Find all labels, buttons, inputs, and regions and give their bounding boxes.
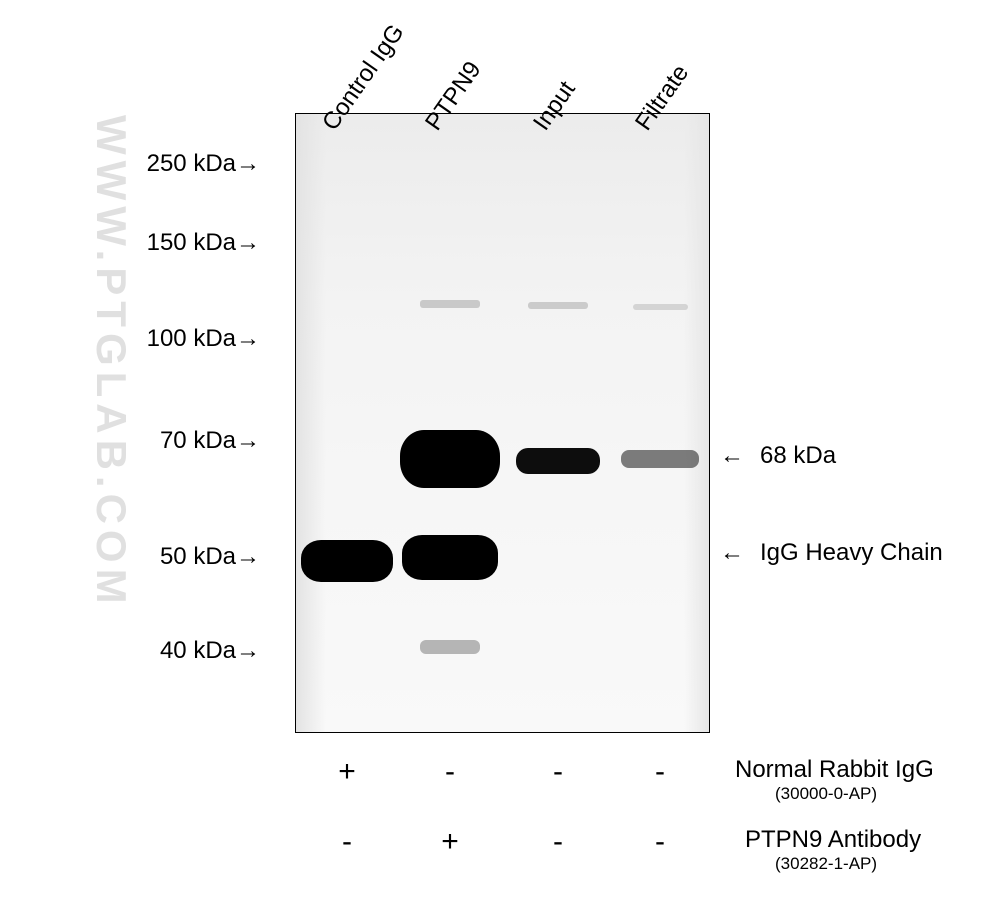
mw-150-arrow: → [236,229,260,256]
anno-68-text: 68 kDa [760,442,836,470]
ab-row2-label: PTPN9 Antibody [745,826,921,854]
anno-igg-text: IgG Heavy Chain [760,539,943,567]
ab-row1-lane3: - [645,755,675,789]
mw-150-text: 150 kDa [147,229,236,256]
ab-row1-label: Normal Rabbit IgG [735,756,934,784]
watermark-text: WWW.PTGLAB.COM [87,115,135,610]
mw-40: 40 kDa→ [125,637,260,665]
ab-row2-lane3: - [645,825,675,859]
mw-70: 70 kDa→ [125,427,260,455]
ab-row1-lane1: - [435,755,465,789]
anno-68-arrow: ← [720,442,744,470]
blot-membrane [295,113,710,733]
ab-row1-lane2: - [543,755,573,789]
mw-40-text: 40 kDa [160,637,236,664]
band-lane1-igg [402,535,498,580]
band-lane1-68 [400,430,500,488]
mw-150: 150 kDa→ [125,229,260,257]
mw-50: 50 kDa→ [125,543,260,571]
band-lane3-100-faint [633,304,688,310]
mw-250: 250 kDa→ [125,150,260,178]
ab-row2-lane2: - [543,825,573,859]
mw-100: 100 kDa→ [125,325,260,353]
band-lane2-100-faint [528,302,588,309]
mw-100-text: 100 kDa [147,325,236,352]
mw-100-arrow: → [236,325,260,352]
film-shade-right [684,114,709,732]
band-lane3-68 [621,450,699,468]
band-lane1-100-faint [420,300,480,308]
mw-50-text: 50 kDa [160,543,236,570]
mw-70-text: 70 kDa [160,427,236,454]
band-lane2-68 [516,448,600,474]
ab-row1-lane0: + [332,755,362,789]
mw-40-arrow: → [236,637,260,664]
mw-70-arrow: → [236,427,260,454]
ab-row1-sub: (30000-0-AP) [775,784,877,804]
band-lane1-40-faint [420,640,480,654]
film-shade-left [296,114,326,732]
ab-row2-lane0: - [332,825,362,859]
mw-250-arrow: → [236,150,260,177]
mw-250-text: 250 kDa [147,150,236,177]
ab-row2-sub: (30282-1-AP) [775,854,877,874]
mw-50-arrow: → [236,543,260,570]
anno-igg-arrow: ← [720,539,744,567]
figure-container: WWW.PTGLAB.COM Control IgG PTPN9 Input F… [0,0,1000,903]
ab-row2-lane1: + [435,825,465,859]
band-lane0-igg [301,540,393,582]
